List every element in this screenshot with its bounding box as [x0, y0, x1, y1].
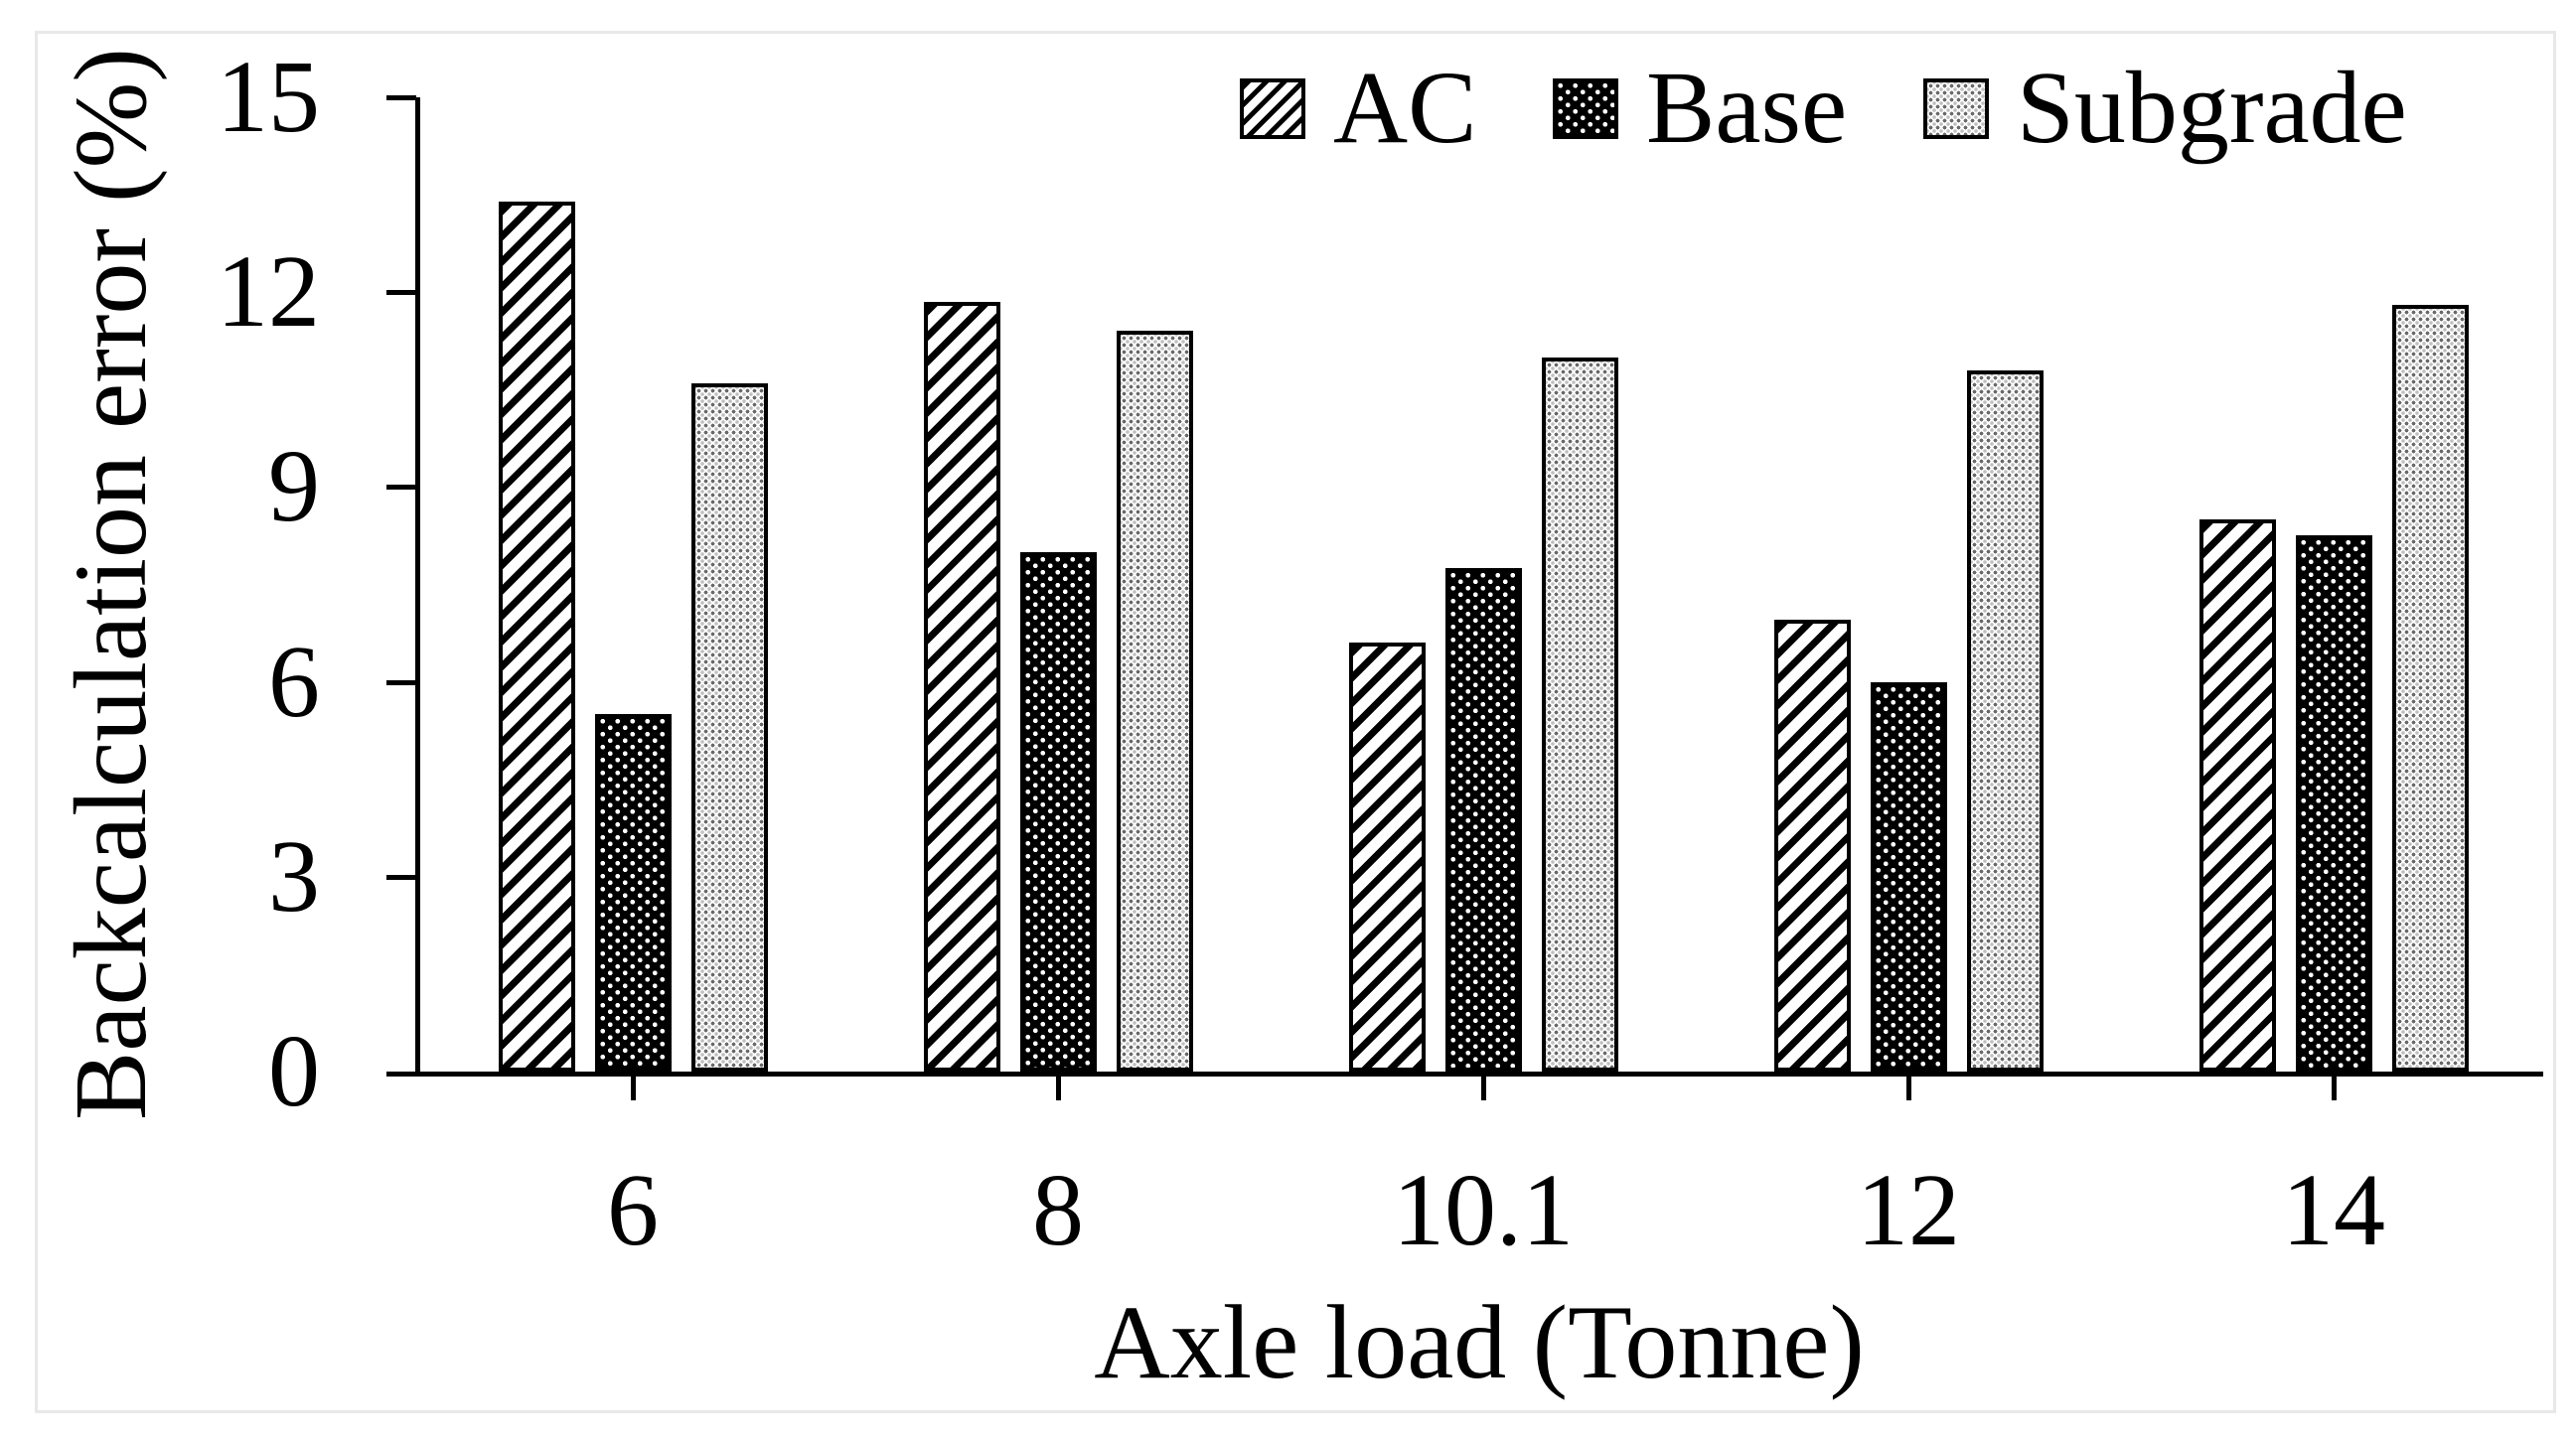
y-tick-label-0: 0: [268, 1014, 320, 1128]
legend-item-subgrade: Subgrade: [1923, 51, 2407, 165]
legend-item-ac: AC: [1240, 51, 1477, 165]
x-tick-label-6: 6: [607, 1153, 659, 1267]
y-axis-tick-15: [386, 95, 416, 100]
bar-base-6: [595, 714, 672, 1072]
y-tick-label-15: 15: [217, 40, 320, 154]
bar-ac-10.1: [1349, 643, 1426, 1072]
x-axis-tick-10.1: [1481, 1077, 1486, 1100]
y-tick-label-9: 9: [268, 429, 320, 543]
x-axis-line: [386, 1072, 2543, 1077]
x-tick-label-10.1: 10.1: [1393, 1153, 1574, 1267]
bar-subgrade-8: [1117, 331, 1193, 1072]
bar-ac-6: [499, 202, 575, 1072]
legend-swatch-ac-hatch-icon: [1240, 77, 1305, 139]
bar-ac-14: [2199, 519, 2276, 1072]
bar-ac-12: [1774, 620, 1851, 1072]
x-axis-tick-6: [631, 1077, 636, 1100]
legend-item-base: Base: [1553, 51, 1848, 165]
legend-swatch-subgrade-dots-icon: [1923, 77, 1989, 139]
bar-base-8: [1020, 552, 1097, 1072]
y-tick-label-12: 12: [217, 234, 320, 349]
x-tick-label-12: 12: [1857, 1153, 1960, 1267]
x-axis-tick-8: [1056, 1077, 1061, 1100]
x-tick-label-8: 8: [1032, 1153, 1084, 1267]
legend-label-base: Base: [1646, 51, 1848, 165]
bar-base-10.1: [1445, 568, 1522, 1072]
x-axis-title: Axle load (Tonne): [1094, 1284, 1865, 1400]
y-tick-label-3: 3: [268, 819, 320, 934]
bar-ac-8: [924, 302, 1000, 1072]
bar-subgrade-14: [2392, 305, 2469, 1072]
bar-base-12: [1871, 682, 1947, 1072]
x-tick-label-14: 14: [2282, 1153, 2385, 1267]
y-tick-label-6: 6: [268, 625, 320, 739]
x-axis-tick-12: [1906, 1077, 1911, 1100]
y-axis-tick-3: [386, 875, 416, 880]
y-axis-tick-9: [386, 485, 416, 490]
figure-frame: [35, 31, 2556, 1413]
y-axis-line: [415, 97, 420, 1077]
y-axis-tick-6: [386, 680, 416, 685]
x-axis-tick-14: [2332, 1077, 2337, 1100]
y-axis-title: Backcalculation error (%): [54, 48, 168, 1120]
y-axis-tick-12: [386, 290, 416, 295]
bar-subgrade-10.1: [1542, 358, 1618, 1072]
bar-subgrade-12: [1967, 370, 2044, 1072]
legend-label-ac: AC: [1333, 51, 1477, 165]
bar-subgrade-6: [691, 383, 768, 1072]
legend-swatch-base-dots-icon: [1553, 77, 1618, 139]
legend-label-subgrade: Subgrade: [2017, 51, 2407, 165]
bar-base-14: [2296, 535, 2372, 1072]
